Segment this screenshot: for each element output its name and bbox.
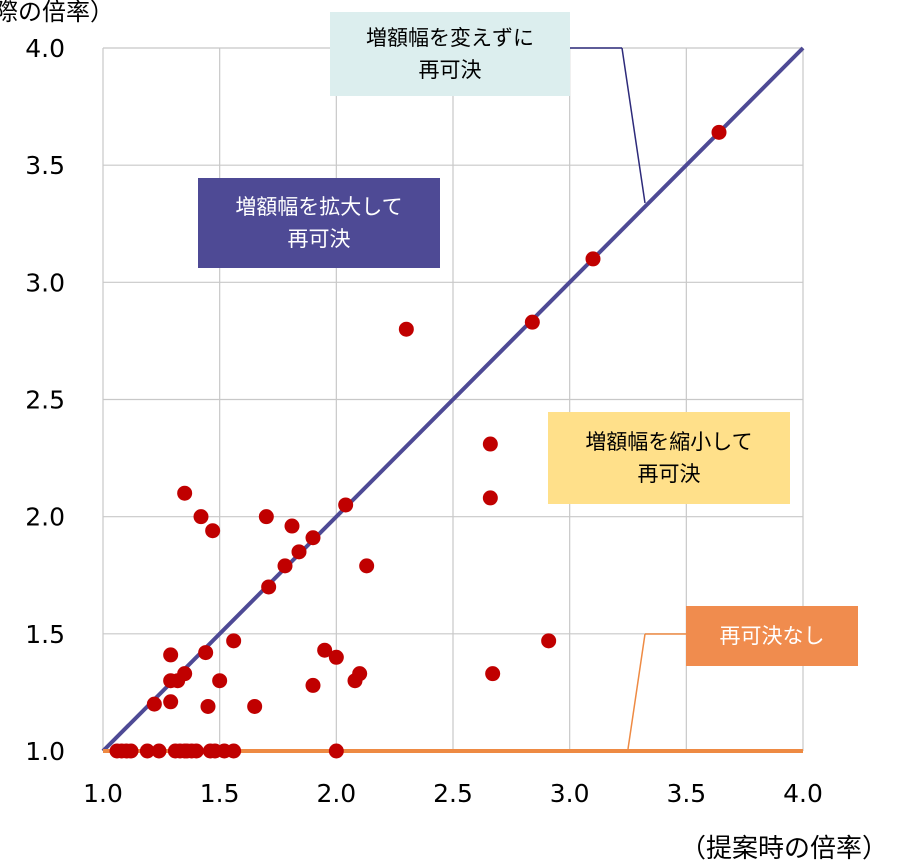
data-point [398, 321, 414, 337]
y-tick-label: 2.0 [25, 503, 65, 532]
data-point [338, 497, 354, 513]
data-point [146, 696, 162, 712]
data-point [317, 642, 333, 658]
data-point [247, 698, 263, 714]
data-point [261, 579, 277, 595]
data-point [352, 666, 368, 682]
data-point [205, 523, 221, 539]
x-tick-label: 3.0 [550, 779, 590, 808]
x-axis-label: （提案時の倍率） [680, 834, 889, 864]
data-point [212, 673, 228, 689]
annotation-same-line1: 増額幅を変えずに [366, 26, 534, 50]
tick-labels: 1.0 1.5 2.0 2.5 3.0 3.5 4.0 1.0 1.5 2.0 2.5 3.0 3.5 4… [25, 34, 823, 808]
data-point [305, 677, 321, 693]
annotation-none: 再可決なし [686, 606, 858, 666]
data-point [328, 743, 344, 759]
data-point [524, 314, 540, 330]
data-point [284, 518, 300, 534]
y-tick-label: 4.0 [25, 34, 65, 63]
data-point [188, 743, 204, 759]
data-point [177, 666, 193, 682]
x-tick-label: 2.5 [433, 779, 473, 808]
data-point [485, 666, 501, 682]
data-point [711, 124, 727, 140]
data-point [482, 436, 498, 452]
annotation-shrink: 増額幅を縮小して 再可決 [548, 412, 790, 504]
y-axis-label: 際の倍率） [0, 0, 114, 26]
annotation-expand-line2: 再可決 [287, 227, 351, 251]
data-point [359, 558, 375, 574]
data-point [291, 544, 307, 560]
data-point [163, 647, 179, 663]
x-tick-label: 4.0 [783, 779, 823, 808]
annotation-same: 増額幅を変えずに 再可決 [330, 12, 570, 96]
data-point [482, 490, 498, 506]
data-point [277, 558, 293, 574]
y-tick-label: 1.5 [25, 620, 65, 649]
data-point [151, 743, 167, 759]
annotation-shrink-line1: 増額幅を縮小して [585, 430, 753, 454]
data-point [123, 743, 139, 759]
data-point [328, 649, 344, 665]
y-tick-label: 3.5 [25, 151, 65, 180]
data-point [541, 633, 557, 649]
y-tick-label: 1.0 [25, 737, 65, 766]
x-tick-label: 3.5 [666, 779, 706, 808]
callout-line-same-connector [621, 47, 646, 204]
data-point [177, 485, 193, 501]
data-point [226, 743, 242, 759]
data-point [139, 743, 155, 759]
data-point [305, 530, 321, 546]
data-point [200, 698, 216, 714]
annotation-expand-line1: 増額幅を拡大して [235, 195, 403, 219]
data-points [109, 124, 727, 759]
data-point [258, 509, 274, 525]
annotation-same-line2: 再可決 [418, 58, 482, 82]
x-tick-label: 1.5 [200, 779, 240, 808]
callout-line-none-connector [627, 633, 646, 750]
x-tick-label: 2.0 [316, 779, 356, 808]
x-tick-label: 1.0 [83, 779, 123, 808]
annotation-shrink-line2: 再可決 [637, 462, 701, 486]
y-tick-label: 2.5 [25, 386, 65, 415]
data-point [163, 694, 179, 710]
annotation-expand: 増額幅を拡大して 再可決 [198, 178, 440, 268]
diagonal-line [101, 46, 805, 753]
data-point [585, 251, 601, 267]
data-point [198, 645, 214, 661]
annotation-none-line1: 再可決なし [719, 624, 825, 648]
y-tick-label: 3.0 [25, 268, 65, 297]
data-point [226, 633, 242, 649]
data-point [193, 509, 209, 525]
